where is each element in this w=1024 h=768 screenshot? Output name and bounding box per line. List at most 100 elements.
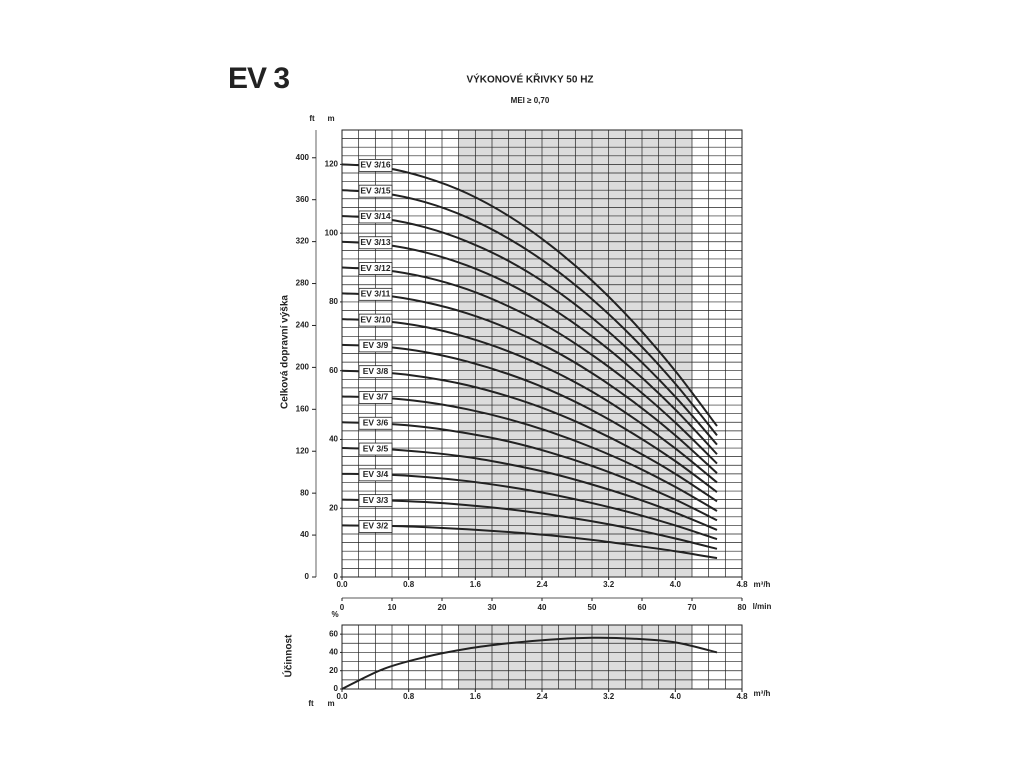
curve	[341, 343, 718, 493]
x-tick-label: 0.0	[336, 580, 348, 589]
series-label: EV 3/6	[363, 418, 389, 428]
curve	[341, 292, 718, 474]
x2-unit: l/min	[753, 602, 772, 611]
page-title: EV 3	[228, 62, 289, 95]
series-label: EV 3/14	[360, 211, 391, 221]
y2-tick-label: 120	[296, 446, 310, 455]
series-label: EV 3/5	[363, 443, 389, 453]
chart-title: VÝKONOVÉ KŘIVKY 50 HZ	[466, 73, 593, 86]
x-tick-label: 1.6	[470, 580, 482, 589]
series-label: EV 3/9	[363, 340, 389, 350]
y-unit: m	[327, 114, 334, 123]
x2-tick-label: 30	[488, 603, 497, 612]
series-label-box	[358, 391, 393, 404]
x-tick-label: 0.8	[403, 692, 415, 701]
y-tick-label: 0	[334, 684, 339, 693]
series-label: EV 3/12	[360, 263, 391, 273]
y2-tick-label: 0	[305, 572, 310, 581]
corner-unit: ft	[308, 699, 314, 708]
series-label-box	[358, 416, 393, 430]
y2-tick-label: 360	[296, 195, 310, 204]
x2-tick-label: 0	[340, 603, 345, 612]
corner-unit: m	[327, 699, 334, 708]
x-tick-label: 3.2	[603, 580, 615, 589]
curve	[341, 421, 718, 522]
x2-tick-label: 70	[688, 603, 697, 612]
x-tick-label: 3.2	[603, 692, 615, 701]
series-label: EV 3/7	[363, 392, 389, 402]
y2-tick-label: 280	[296, 279, 310, 288]
y-tick-label: 60	[329, 629, 338, 638]
y-tick-label: 40	[329, 648, 338, 657]
series-label-box	[358, 494, 393, 508]
x-unit: m³/h	[754, 689, 771, 698]
curve	[341, 189, 718, 436]
y-tick-label: 100	[325, 228, 339, 237]
series-label-box	[358, 184, 393, 198]
y2-tick-label: 80	[300, 488, 309, 497]
chart-subtitle: MEI ≥ 0,70	[511, 96, 550, 105]
y-axis-label: Celková dopravní výška	[280, 295, 291, 409]
x2-tick-label: 40	[538, 603, 547, 612]
series-label: EV 3/8	[363, 366, 389, 376]
curve	[341, 318, 718, 484]
series-label-box	[358, 339, 393, 353]
series-label-box	[358, 442, 393, 456]
series-label-box	[358, 313, 393, 327]
y-tick-label: 20	[329, 666, 338, 675]
series-label-box	[358, 468, 393, 482]
x-unit: m³/h	[754, 580, 771, 589]
series-label: EV 3/2	[363, 521, 389, 531]
y-unit: %	[331, 610, 338, 619]
y-tick-label: 20	[329, 503, 338, 512]
y2-tick-label: 320	[296, 237, 310, 246]
series-label: EV 3/16	[360, 160, 391, 170]
series-label: EV 3/10	[360, 314, 391, 324]
y2-tick-label: 40	[300, 530, 309, 539]
x-tick-label: 1.6	[470, 692, 482, 701]
curve	[341, 163, 718, 427]
y-axis-label: Účinnost	[282, 634, 295, 677]
series-label: EV 3/11	[361, 289, 391, 299]
y2-unit: ft	[309, 114, 315, 123]
curve	[341, 395, 718, 512]
series-label-box	[358, 365, 393, 379]
curve	[341, 447, 718, 531]
series-label: EV 3/3	[363, 495, 389, 505]
x-tick-label: 4.8	[736, 580, 748, 589]
y-tick-label: 120	[325, 159, 339, 168]
series-label-box	[358, 158, 393, 172]
x-tick-label: 2.4	[536, 692, 548, 701]
x-tick-label: 0.0	[336, 692, 348, 701]
curve	[341, 524, 718, 560]
x2-tick-label: 50	[588, 603, 597, 612]
series-label: EV 3/15	[360, 185, 391, 195]
x-tick-label: 4.8	[736, 692, 748, 701]
x2-tick-label: 10	[388, 603, 397, 612]
curve	[341, 266, 718, 465]
y-tick-label: 40	[329, 435, 338, 444]
x2-tick-label: 80	[738, 603, 747, 612]
series-label-box	[358, 210, 393, 224]
curve	[341, 636, 718, 690]
y2-tick-label: 160	[296, 404, 310, 413]
curve	[341, 214, 718, 446]
x2-tick-label: 60	[638, 603, 647, 612]
series-label: EV 3/13	[360, 237, 391, 247]
series-label-box	[358, 287, 393, 301]
series-label-box	[358, 520, 393, 533]
x-tick-label: 0.8	[403, 580, 415, 589]
curve	[341, 498, 718, 550]
x2-tick-label: 20	[438, 603, 447, 612]
series-label-box	[358, 236, 393, 250]
y-tick-label: 80	[329, 297, 338, 306]
series-label-box	[358, 262, 393, 275]
curve	[341, 240, 718, 455]
x-tick-label: 4.0	[670, 580, 682, 589]
x-tick-label: 2.4	[536, 580, 548, 589]
y2-tick-label: 200	[296, 362, 310, 371]
y2-tick-label: 240	[296, 321, 310, 330]
curve	[341, 369, 718, 503]
x-tick-label: 4.0	[670, 692, 682, 701]
